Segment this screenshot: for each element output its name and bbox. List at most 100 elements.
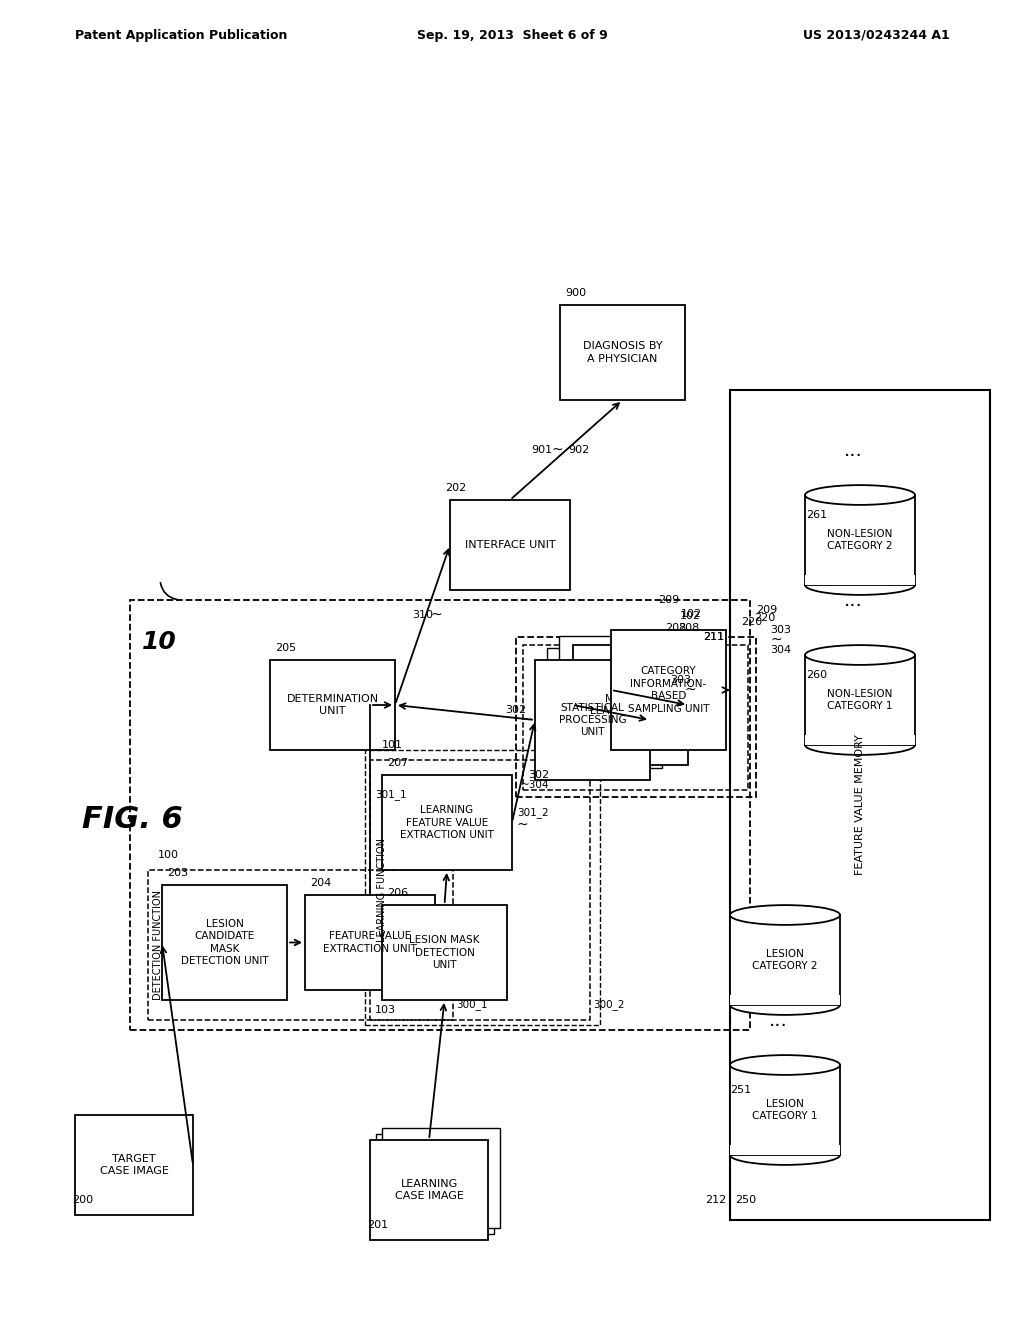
Text: 300_1: 300_1 [456,999,487,1010]
Text: LEARNING FUNCTION: LEARNING FUNCTION [377,838,387,942]
Text: FEATURE VALUE MEMORY: FEATURE VALUE MEMORY [855,734,865,875]
Bar [730,995,840,1005]
Text: 260: 260 [806,671,827,680]
Text: ~: ~ [770,634,781,647]
Text: 250: 250 [735,1195,756,1205]
Text: 10: 10 [142,630,177,653]
Text: ~304: ~304 [521,780,550,789]
Text: 208: 208 [665,623,686,634]
Bar [805,655,915,744]
Text: 902: 902 [568,445,590,455]
Text: ...: ... [844,590,862,610]
Bar [573,645,688,766]
Bar [365,750,600,1026]
Text: FEATURE VALUE
EXTRACTION UNIT: FEATURE VALUE EXTRACTION UNIT [323,932,417,953]
Bar [805,495,915,585]
Text: 200: 200 [72,1195,93,1205]
Text: 304: 304 [770,645,792,655]
Bar [148,870,453,1020]
Text: 211: 211 [703,632,724,642]
Text: 100: 100 [158,850,179,861]
Text: 302: 302 [505,705,526,715]
Text: 103: 103 [375,1005,396,1015]
Text: LEARNING
CASE IMAGE: LEARNING CASE IMAGE [394,1179,464,1201]
Ellipse shape [805,486,915,506]
Bar [730,389,990,1220]
Bar [376,1134,494,1234]
Text: 203: 203 [167,869,188,878]
Text: DIAGNOSIS BY
A PHYSICIAN: DIAGNOSIS BY A PHYSICIAN [583,342,663,364]
Bar [382,906,507,1001]
Text: 102: 102 [681,609,702,619]
Text: LESION
CANDIDATE
MASK
DETECTION UNIT: LESION CANDIDATE MASK DETECTION UNIT [180,919,268,966]
Text: ~: ~ [517,817,528,832]
Bar [162,884,287,1001]
Text: 900: 900 [565,288,586,298]
Bar [516,638,756,797]
Bar [560,305,685,400]
Bar [370,1140,488,1239]
Text: 201: 201 [367,1220,388,1230]
Text: Sep. 19, 2013  Sheet 6 of 9: Sep. 19, 2013 Sheet 6 of 9 [417,29,607,41]
Text: 209: 209 [756,605,777,615]
Text: STATISTICAL
PROCESSING
UNIT: STATISTICAL PROCESSING UNIT [559,702,627,738]
Bar [547,648,662,768]
Bar [382,1129,500,1228]
Text: ~: ~ [551,444,563,457]
Text: ~: ~ [685,682,696,697]
Text: 301_2: 301_2 [517,807,549,818]
Ellipse shape [805,735,915,755]
Bar [523,645,748,789]
Text: 310: 310 [413,610,433,620]
Text: DETERMINATION
UNIT: DETERMINATION UNIT [287,694,379,717]
Bar [450,500,570,590]
Text: 202: 202 [445,483,466,492]
Bar [130,601,750,1030]
Bar [730,915,840,1005]
Text: NON-LESION
CATEGORY 2: NON-LESION CATEGORY 2 [827,529,893,552]
Text: 209: 209 [658,595,680,605]
Bar [730,1144,840,1155]
Text: LESION
CATEGORY 1: LESION CATEGORY 1 [753,1098,818,1121]
Text: MACHINE-
LEARNING UNIT: MACHINE- LEARNING UNIT [590,694,671,717]
Text: 901: 901 [531,445,552,455]
Text: 302: 302 [528,770,549,780]
Ellipse shape [730,1144,840,1166]
Ellipse shape [805,645,915,665]
Text: 220: 220 [741,616,762,627]
Bar [559,636,674,756]
Text: US 2013/0243244 A1: US 2013/0243244 A1 [803,29,950,41]
Text: 251: 251 [730,1085,752,1096]
Text: 303: 303 [670,675,691,685]
Text: LESION
CATEGORY 2: LESION CATEGORY 2 [753,949,818,972]
Text: 261: 261 [806,510,827,520]
Text: INTERFACE UNIT: INTERFACE UNIT [465,540,555,550]
Ellipse shape [805,576,915,595]
Text: ~: ~ [430,609,442,622]
Bar [382,775,512,870]
Text: 301_1: 301_1 [375,789,407,800]
Text: 101: 101 [382,741,403,750]
Text: LEARNING
FEATURE VALUE
EXTRACTION UNIT: LEARNING FEATURE VALUE EXTRACTION UNIT [400,805,494,840]
Text: 208: 208 [678,623,699,634]
Text: ...: ... [844,441,862,459]
Bar [305,895,435,990]
Bar [75,1115,193,1214]
Text: 300_2: 300_2 [593,999,625,1010]
Ellipse shape [730,995,840,1015]
Text: DETECTION FUNCTION: DETECTION FUNCTION [153,890,163,1001]
Bar [370,760,590,1020]
Bar [730,1065,840,1155]
Bar [805,576,915,585]
Text: LESION MASK
DETECTION
UNIT: LESION MASK DETECTION UNIT [410,935,480,970]
Text: 204: 204 [310,878,331,888]
Text: Patent Application Publication: Patent Application Publication [75,29,288,41]
Text: NON-LESION
CATEGORY 1: NON-LESION CATEGORY 1 [827,689,893,711]
Bar [805,735,915,744]
Text: ~: ~ [520,713,531,727]
Ellipse shape [730,906,840,925]
Ellipse shape [730,1055,840,1074]
Text: ...: ... [769,1011,787,1030]
Text: TARGET
CASE IMAGE: TARGET CASE IMAGE [99,1154,168,1176]
Text: 206: 206 [387,888,409,898]
